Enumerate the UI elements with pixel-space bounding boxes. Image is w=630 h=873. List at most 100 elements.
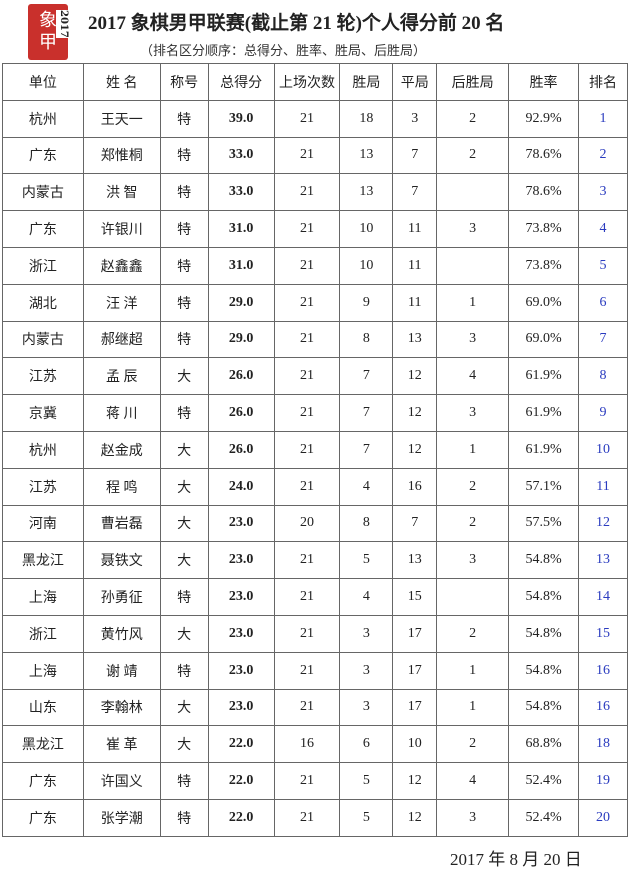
table-cell: 内蒙古 <box>2 173 84 212</box>
table-cell <box>436 578 510 616</box>
table-cell: 大 <box>159 688 209 727</box>
table-cell: 54.8% <box>508 688 580 727</box>
table-cell: 特 <box>159 136 209 175</box>
table-cell: 52.4% <box>508 762 580 800</box>
table-cell: 3 <box>339 688 394 727</box>
table-cell: 郝继超 <box>82 320 161 359</box>
table-cell: 21 <box>273 541 341 580</box>
table-cell: 23.0 <box>207 688 275 727</box>
table-row: 江苏孟 辰大 26.0 21 7 12 4 61.9% 8 <box>2 357 628 396</box>
table-row: 黑龙江 聂铁文大 23.0 21 5 13 3 54.8% 13 <box>2 541 628 580</box>
table-cell: 33.0 <box>207 136 275 175</box>
table-cell: 黑龙江 <box>2 725 84 764</box>
subtitle: （排名区分顺序：总得分、胜率、胜局、后胜局） <box>140 44 427 59</box>
table-cell: 大 <box>159 541 209 580</box>
table-cell: 13 <box>339 136 394 175</box>
table-cell: 特 <box>159 578 209 616</box>
table-row: 浙江 黄竹风大 23.0 21 3 17 2 54.8% 15 <box>2 614 628 653</box>
table-cell: 21 <box>273 578 341 616</box>
table-cell: 特 <box>159 762 209 800</box>
table-cell: 李翰林 <box>82 688 161 727</box>
table-cell <box>436 246 510 285</box>
table-cell: 61.9% <box>508 357 580 396</box>
table-cell: 江苏 <box>2 357 84 396</box>
table-cell: 22.0 <box>207 762 275 800</box>
column-header: 姓 名 <box>82 63 161 101</box>
table-cell: 29.0 <box>207 320 275 359</box>
table-cell: 大 <box>159 430 209 469</box>
table-cell: 21 <box>273 210 341 248</box>
table-cell: 10 <box>392 725 438 764</box>
table-cell: 20 <box>578 798 628 837</box>
table-cell: 21 <box>273 651 341 690</box>
table-cell <box>436 173 510 212</box>
table-cell: 特 <box>159 210 209 248</box>
table-cell: 21 <box>273 798 341 837</box>
table-cell: 广东 <box>2 762 84 800</box>
table-cell: 张学潮 <box>82 798 161 837</box>
table-cell: 3 <box>436 798 510 837</box>
table-cell: 赵鑫鑫 <box>82 246 161 285</box>
table-cell: 特 <box>159 246 209 285</box>
table-cell: 29.0 <box>207 283 275 322</box>
table-cell: 11 <box>578 467 628 506</box>
table-cell: 21 <box>273 467 341 506</box>
table-cell: 21 <box>273 283 341 322</box>
table-cell: 13 <box>392 320 438 359</box>
table-cell: 26.0 <box>207 394 275 432</box>
table-cell: 1 <box>436 430 510 469</box>
column-header: 总得分 <box>207 63 275 101</box>
table-cell: 特 <box>159 283 209 322</box>
table-cell: 2 <box>578 136 628 175</box>
table-cell: 黑龙江 <box>2 541 84 580</box>
table-cell: 8 <box>339 504 394 543</box>
table-cell: 7 <box>392 504 438 543</box>
table-cell: 曹岩磊 <box>82 504 161 543</box>
table-cell: 赵金成 <box>82 430 161 469</box>
table-row: 广东 张学潮特 22.0 21 5 12 3 52.4% 20 <box>2 798 628 837</box>
column-header: 胜率 <box>508 63 580 101</box>
table-cell: 5 <box>339 762 394 800</box>
table-cell: 54.8% <box>508 541 580 580</box>
table-row: 杭州 赵金成大 26.0 21 7 12 1 61.9% 10 <box>2 430 628 469</box>
table-cell: 2 <box>436 614 510 653</box>
table-cell: 21 <box>273 246 341 285</box>
table-cell: 13 <box>339 173 394 212</box>
table-cell: 22.0 <box>207 725 275 764</box>
table-cell: 18 <box>578 725 628 764</box>
table-cell: 7 <box>339 430 394 469</box>
table-cell: 聂铁文 <box>82 541 161 580</box>
table-row: 广东 许国义特 22.0 21 5 12 4 52.4% 19 <box>2 762 628 800</box>
table-cell: 26.0 <box>207 357 275 396</box>
table-row: 江苏程 鸣大 24.0 21 4 16 2 57.1% 11 <box>2 467 628 506</box>
table-row: 京冀蒋 川特 26.0 21 7 12 3 61.9% 9 <box>2 394 628 432</box>
table-cell: 上海 <box>2 651 84 690</box>
table-cell: 特 <box>159 798 209 837</box>
table-cell: 61.9% <box>508 394 580 432</box>
column-header: 胜局 <box>339 63 394 101</box>
table-cell: 4 <box>339 578 394 616</box>
table-cell: 54.8% <box>508 578 580 616</box>
table-cell: 大 <box>159 467 209 506</box>
table-cell: 15 <box>392 578 438 616</box>
table-cell: 7 <box>392 173 438 212</box>
table-cell: 2 <box>436 725 510 764</box>
table-row: 河南 曹岩磊大 23.0 20 8 7 2 57.5% 12 <box>2 504 628 543</box>
table-cell: 1 <box>436 688 510 727</box>
table-cell: 19 <box>578 762 628 800</box>
table-cell: 23.0 <box>207 578 275 616</box>
table-cell: 特 <box>159 394 209 432</box>
table-cell: 52.4% <box>508 798 580 837</box>
table-cell: 5 <box>339 798 394 837</box>
table-cell: 12 <box>392 798 438 837</box>
table-cell: 21 <box>273 173 341 212</box>
table-cell: 23.0 <box>207 541 275 580</box>
table-cell: 蒋 川 <box>82 394 161 432</box>
table-header: 单位姓 名称号 总得分 上场次数 胜局 平局 后胜局 胜率 排名 <box>2 63 628 101</box>
table-cell: 9 <box>339 283 394 322</box>
table-cell: 18 <box>339 99 394 138</box>
table-cell: 特 <box>159 99 209 138</box>
table-cell: 3 <box>392 99 438 138</box>
table-cell: 4 <box>339 467 394 506</box>
table-cell: 浙江 <box>2 246 84 285</box>
